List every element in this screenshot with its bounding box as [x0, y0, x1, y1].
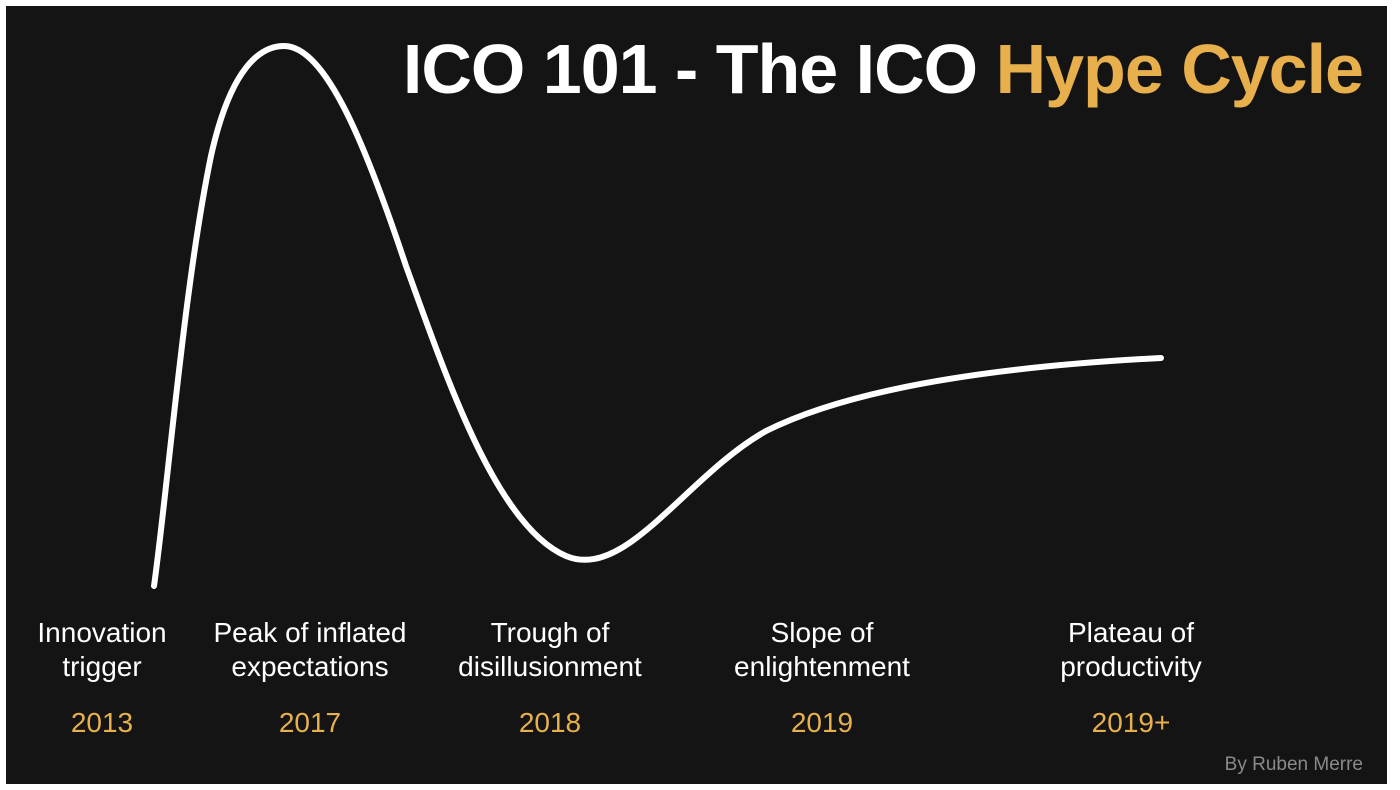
phase-year: 2017 [278, 707, 342, 738]
phase-name: Trough of disillusionment [458, 617, 642, 682]
phase-slope-of-enlightenment: Slope of enlightenment 2019 [702, 616, 942, 740]
hype-cycle-diagram [151, 43, 1164, 589]
phase-name: Innovation trigger [37, 617, 167, 682]
phase-name: Peak of inflated expectations [213, 617, 407, 682]
phase-year: 2013 [70, 707, 134, 738]
hype-cycle-slide: ICO 101 - The ICO Hype Cycle Innovation … [6, 6, 1387, 784]
phase-name: Plateau of productivity [1060, 617, 1202, 682]
title-accent: Hype Cycle [995, 30, 1364, 108]
phase-year: 2019 [790, 707, 854, 738]
phase-name: Slope of enlightenment [734, 617, 910, 682]
phase-peak-of-inflated-expectations: Peak of inflated expectations 2017 [190, 616, 430, 740]
hype-cycle-curve [151, 43, 1164, 589]
phase-innovation-trigger: Innovation trigger 2013 [6, 616, 222, 740]
phase-year: 2018 [518, 707, 582, 738]
phase-year: 2019+ [1091, 707, 1171, 738]
phase-trough-of-disillusionment: Trough of disillusionment 2018 [430, 616, 670, 740]
title-main: ICO 101 - The ICO [402, 30, 996, 108]
author-credit: By Ruben Merre [1224, 754, 1363, 775]
phase-plateau-of-productivity: Plateau of productivity 2019+ [1011, 616, 1251, 740]
page-title: ICO 101 - The ICO Hype Cycle [403, 34, 1364, 104]
